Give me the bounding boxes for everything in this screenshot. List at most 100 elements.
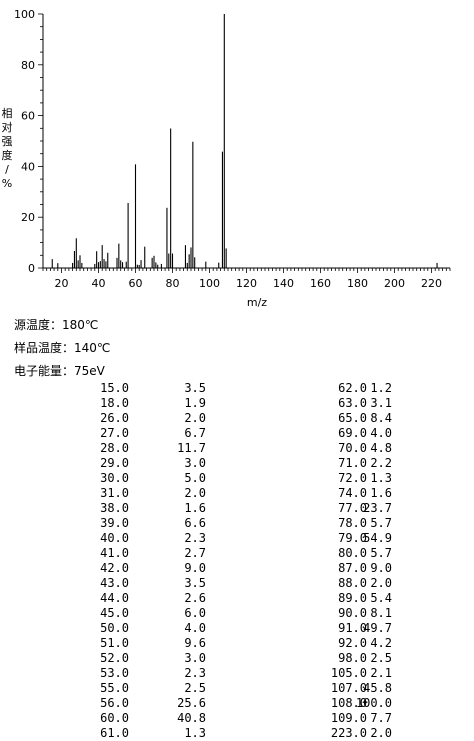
mz-value: 53.0 — [100, 666, 129, 680]
x-tick-label: 140 — [273, 277, 294, 290]
intensity-value: 2.6 — [184, 591, 206, 605]
mz-value: 28.0 — [100, 441, 129, 455]
mz-value: 51.0 — [100, 636, 129, 650]
table-row: 108.0 100.0 — [240, 696, 474, 711]
intensity-value: 9.0 — [184, 561, 206, 575]
intensity-value: 2.0 — [370, 576, 392, 590]
mz-value: 87.0 — [338, 561, 367, 575]
mz-value: 108.0 — [330, 696, 367, 710]
table-row: 223.0 2.0 — [240, 726, 474, 741]
table-row: 41.0 2.7 — [0, 546, 240, 561]
table-row: 30.0 5.0 — [0, 471, 240, 486]
intensity-value: 4.0 — [370, 426, 392, 440]
table-row: 27.0 6.7 — [0, 426, 240, 441]
mz-value: 27.0 — [100, 426, 129, 440]
table-row: 109.0 7.7 — [240, 711, 474, 726]
mz-value: 72.0 — [338, 471, 367, 485]
table-row: 92.0 4.2 — [240, 636, 474, 651]
table-row: 44.0 2.6 — [0, 591, 240, 606]
intensity-value: 6.7 — [184, 426, 206, 440]
intensity-value: 1.3 — [184, 726, 206, 740]
table-row: 42.0 9.0 — [0, 561, 240, 576]
intensity-value: 100.0 — [355, 696, 392, 710]
mz-value: 29.0 — [100, 456, 129, 470]
table-row: 43.0 3.5 — [0, 576, 240, 591]
intensity-value: 5.7 — [370, 516, 392, 530]
mz-value: 69.0 — [338, 426, 367, 440]
mz-value: 90.0 — [338, 606, 367, 620]
x-tick-label: 220 — [421, 277, 442, 290]
y-tick-label: 80 — [21, 59, 35, 72]
intensity-value: 1.3 — [370, 471, 392, 485]
intensity-value: 2.5 — [370, 651, 392, 665]
x-tick-label: 60 — [129, 277, 143, 290]
mz-value: 63.0 — [338, 396, 367, 410]
mz-value: 44.0 — [100, 591, 129, 605]
intensity-value: 3.0 — [184, 456, 206, 470]
intensity-value: 1.6 — [370, 486, 392, 500]
mz-value: 39.0 — [100, 516, 129, 530]
intensity-value: 23.7 — [363, 501, 392, 515]
intensity-value: 9.6 — [184, 636, 206, 650]
table-row: 56.0 25.6 — [0, 696, 240, 711]
intensity-value: 8.1 — [370, 606, 392, 620]
table-row: 26.0 2.0 — [0, 411, 240, 426]
table-row: 15.0 3.5 — [0, 381, 240, 396]
x-tick-label: 180 — [347, 277, 368, 290]
intensity-value: 2.5 — [184, 681, 206, 695]
table-row: 29.0 3.0 — [0, 456, 240, 471]
mz-value: 98.0 — [338, 651, 367, 665]
intensity-value: 5.0 — [184, 471, 206, 485]
y-axis-label-char: 相 — [2, 107, 13, 120]
table-row: 74.0 1.6 — [240, 486, 474, 501]
intensity-value: 2.0 — [184, 411, 206, 425]
intensity-value: 6.0 — [184, 606, 206, 620]
mz-value: 109.0 — [330, 711, 367, 725]
intensity-value: 4.8 — [370, 441, 392, 455]
y-axis-label-char: % — [2, 177, 12, 190]
table-row: 90.0 8.1 — [240, 606, 474, 621]
x-tick-label: 200 — [384, 277, 405, 290]
table-row: 51.0 9.6 — [0, 636, 240, 651]
mz-value: 79.0 — [338, 531, 367, 545]
source-temperature: 源温度：180℃ — [14, 318, 99, 332]
mz-value: 107.0 — [330, 681, 367, 695]
intensity-value: 6.6 — [184, 516, 206, 530]
x-axis-label: m/z — [247, 296, 267, 309]
mz-value: 55.0 — [100, 681, 129, 695]
x-tick-label: 120 — [236, 277, 257, 290]
intensity-value: 45.8 — [363, 681, 392, 695]
table-row: 98.0 2.5 — [240, 651, 474, 666]
table-row: 60.0 40.8 — [0, 711, 240, 726]
mz-value: 45.0 — [100, 606, 129, 620]
table-row: 105.0 2.1 — [240, 666, 474, 681]
intensity-value: 49.7 — [363, 621, 392, 635]
mz-value: 52.0 — [100, 651, 129, 665]
mz-value: 78.0 — [338, 516, 367, 530]
mz-value: 80.0 — [338, 546, 367, 560]
mz-value: 60.0 — [100, 711, 129, 725]
mz-value: 40.0 — [100, 531, 129, 545]
mz-value: 74.0 — [338, 486, 367, 500]
x-tick-label: 40 — [92, 277, 106, 290]
intensity-value: 8.4 — [370, 411, 392, 425]
table-row: 79.0 54.9 — [240, 531, 474, 546]
mz-value: 92.0 — [338, 636, 367, 650]
mz-value: 105.0 — [330, 666, 367, 680]
peak-table-left: 15.0 3.5 18.0 1.9 26.0 2.0 27.0 6.7 28.0 11.7 29.0… — [0, 381, 240, 741]
mz-value: 15.0 — [100, 381, 129, 395]
intensity-value: 2.7 — [184, 546, 206, 560]
intensity-value: 40.8 — [177, 711, 206, 725]
table-row: 18.0 1.9 — [0, 396, 240, 411]
mz-value: 38.0 — [100, 501, 129, 515]
y-tick-label: 100 — [14, 8, 35, 21]
table-row: 71.0 2.2 — [240, 456, 474, 471]
intensity-value: 3.0 — [184, 651, 206, 665]
table-row: 45.0 6.0 — [0, 606, 240, 621]
mz-value: 43.0 — [100, 576, 129, 590]
electron-energy: 电子能量：75eV — [14, 364, 105, 378]
mz-value: 41.0 — [100, 546, 129, 560]
x-tick-label: 160 — [310, 277, 331, 290]
